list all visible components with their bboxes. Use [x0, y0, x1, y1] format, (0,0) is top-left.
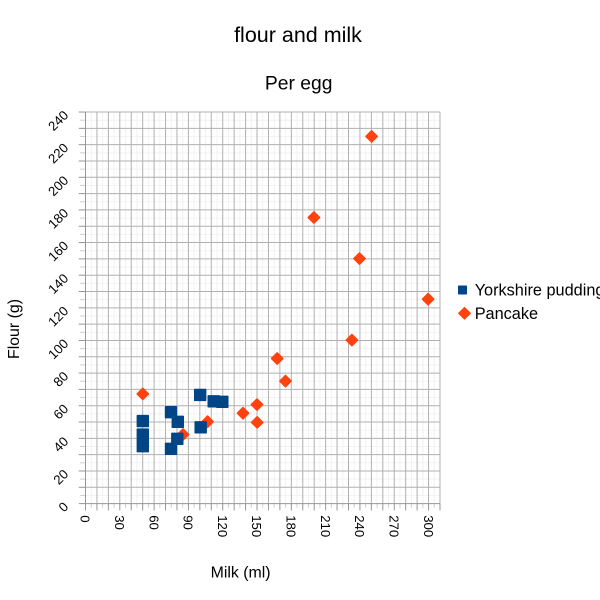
svg-text:300: 300: [421, 515, 436, 537]
svg-text:60: 60: [146, 515, 161, 530]
svg-text:Pancake: Pancake: [475, 305, 538, 323]
svg-text:Per egg: Per egg: [265, 74, 333, 95]
svg-text:0: 0: [78, 515, 93, 522]
svg-text:180: 180: [284, 515, 299, 537]
svg-text:150: 150: [249, 515, 264, 537]
svg-text:270: 270: [386, 515, 401, 537]
svg-text:30: 30: [112, 515, 127, 530]
svg-text:flour and milk: flour and milk: [234, 23, 362, 47]
svg-text:Flour (g): Flour (g): [6, 299, 23, 359]
svg-text:90: 90: [181, 515, 196, 530]
svg-text:210: 210: [318, 515, 333, 537]
svg-text:240: 240: [352, 515, 367, 537]
svg-text:Milk (ml): Milk (ml): [211, 565, 271, 582]
svg-text:Yorkshire pudding: Yorkshire pudding: [475, 282, 600, 300]
svg-text:120: 120: [215, 515, 230, 537]
